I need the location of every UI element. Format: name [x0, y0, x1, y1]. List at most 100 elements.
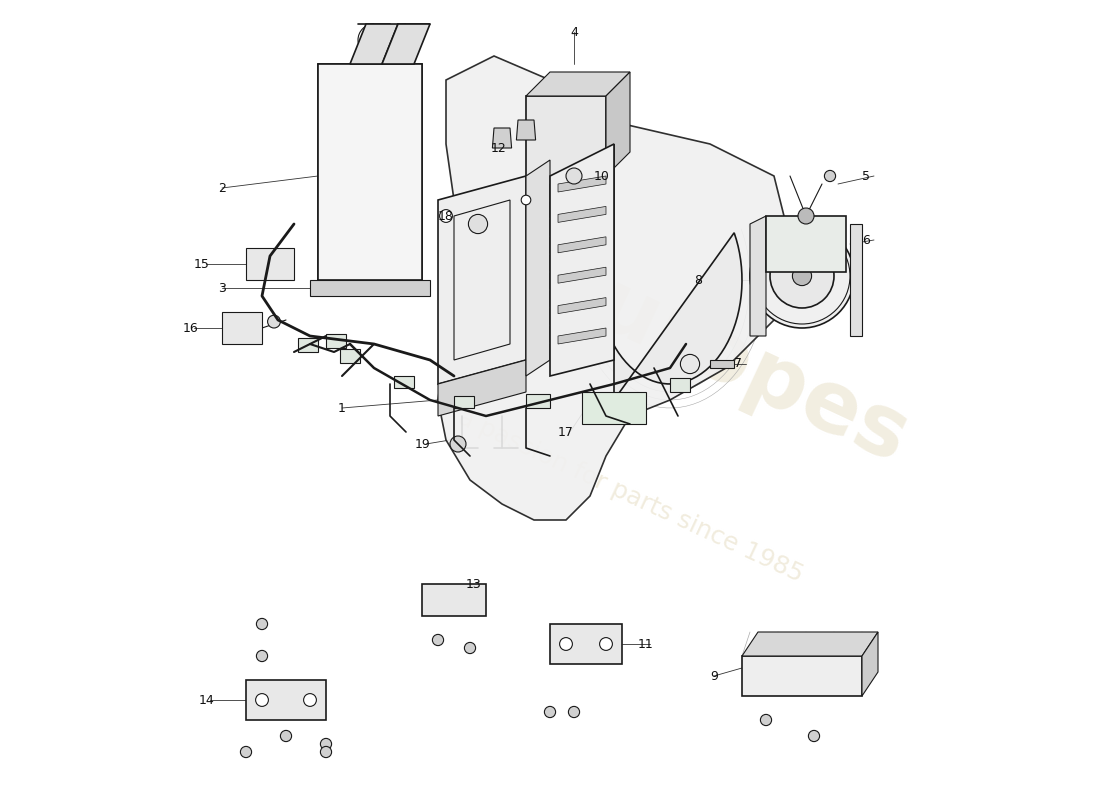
Circle shape	[450, 436, 466, 452]
Polygon shape	[850, 224, 862, 336]
Circle shape	[241, 746, 252, 758]
Circle shape	[792, 266, 812, 286]
Circle shape	[798, 208, 814, 224]
Polygon shape	[550, 344, 566, 360]
Polygon shape	[350, 24, 398, 64]
Bar	[340, 349, 361, 363]
Text: 7: 7	[734, 358, 742, 370]
Polygon shape	[550, 273, 566, 289]
Text: 10: 10	[594, 170, 609, 182]
Bar	[526, 394, 550, 408]
Circle shape	[824, 170, 836, 182]
Text: 14: 14	[198, 694, 214, 706]
Circle shape	[469, 214, 487, 234]
Circle shape	[760, 714, 771, 726]
Circle shape	[464, 642, 475, 654]
Polygon shape	[550, 144, 614, 376]
Circle shape	[808, 730, 820, 742]
Text: 12: 12	[491, 142, 506, 154]
Polygon shape	[382, 24, 430, 64]
Circle shape	[544, 706, 556, 718]
Polygon shape	[526, 72, 630, 96]
Polygon shape	[318, 64, 422, 280]
Circle shape	[256, 650, 267, 662]
Polygon shape	[742, 632, 878, 656]
Polygon shape	[422, 584, 486, 616]
Circle shape	[770, 244, 834, 308]
Polygon shape	[598, 144, 743, 400]
Polygon shape	[558, 267, 606, 283]
Text: 8: 8	[694, 274, 702, 286]
Text: 13: 13	[466, 578, 482, 590]
Text: 15: 15	[194, 258, 210, 270]
Text: europes: europes	[530, 239, 922, 481]
Polygon shape	[526, 160, 550, 376]
Circle shape	[569, 706, 580, 718]
Text: 17: 17	[558, 426, 574, 438]
Circle shape	[521, 195, 531, 205]
Polygon shape	[862, 632, 878, 696]
Polygon shape	[438, 56, 790, 520]
Polygon shape	[438, 360, 526, 416]
Circle shape	[280, 730, 292, 742]
Bar	[298, 338, 318, 352]
Circle shape	[566, 168, 582, 184]
Polygon shape	[550, 238, 566, 254]
Polygon shape	[550, 184, 566, 200]
Text: 19: 19	[415, 438, 430, 450]
Circle shape	[255, 694, 268, 706]
Polygon shape	[742, 656, 862, 696]
Circle shape	[681, 354, 700, 374]
Bar	[326, 334, 346, 348]
Text: 18: 18	[438, 210, 454, 222]
Text: 11: 11	[638, 638, 653, 650]
Text: 16: 16	[183, 322, 198, 334]
Bar	[670, 378, 690, 392]
Text: 1: 1	[338, 402, 346, 414]
Circle shape	[267, 315, 280, 328]
Polygon shape	[582, 392, 646, 424]
Circle shape	[560, 638, 572, 650]
Polygon shape	[558, 206, 606, 222]
Polygon shape	[558, 176, 606, 192]
Text: 6: 6	[862, 234, 870, 246]
Polygon shape	[310, 280, 430, 296]
Polygon shape	[606, 72, 630, 176]
Text: 2: 2	[218, 182, 226, 194]
Polygon shape	[493, 128, 512, 148]
Polygon shape	[550, 202, 566, 218]
Polygon shape	[750, 216, 766, 336]
Text: 4: 4	[570, 26, 578, 38]
Bar	[454, 396, 474, 408]
Circle shape	[432, 634, 443, 646]
Circle shape	[304, 694, 317, 706]
Circle shape	[600, 638, 613, 650]
Polygon shape	[526, 96, 606, 176]
Polygon shape	[766, 216, 846, 272]
Bar	[394, 376, 414, 388]
Circle shape	[750, 224, 854, 328]
Polygon shape	[246, 248, 294, 280]
Text: 5: 5	[862, 170, 870, 182]
Polygon shape	[550, 326, 566, 342]
Polygon shape	[438, 176, 526, 384]
Polygon shape	[550, 219, 566, 235]
Polygon shape	[550, 255, 566, 271]
Text: 3: 3	[218, 282, 226, 294]
Polygon shape	[558, 328, 606, 344]
Polygon shape	[222, 312, 262, 344]
Polygon shape	[550, 624, 622, 664]
Text: 9: 9	[711, 670, 718, 682]
Circle shape	[320, 746, 331, 758]
Circle shape	[320, 738, 331, 750]
Circle shape	[256, 618, 267, 630]
Polygon shape	[558, 237, 606, 253]
Polygon shape	[550, 309, 566, 325]
Polygon shape	[550, 290, 566, 306]
Circle shape	[440, 210, 452, 222]
Polygon shape	[246, 680, 326, 720]
Polygon shape	[710, 360, 734, 368]
Polygon shape	[516, 120, 536, 140]
Text: a passion for parts since 1985: a passion for parts since 1985	[453, 405, 806, 587]
Polygon shape	[558, 298, 606, 314]
